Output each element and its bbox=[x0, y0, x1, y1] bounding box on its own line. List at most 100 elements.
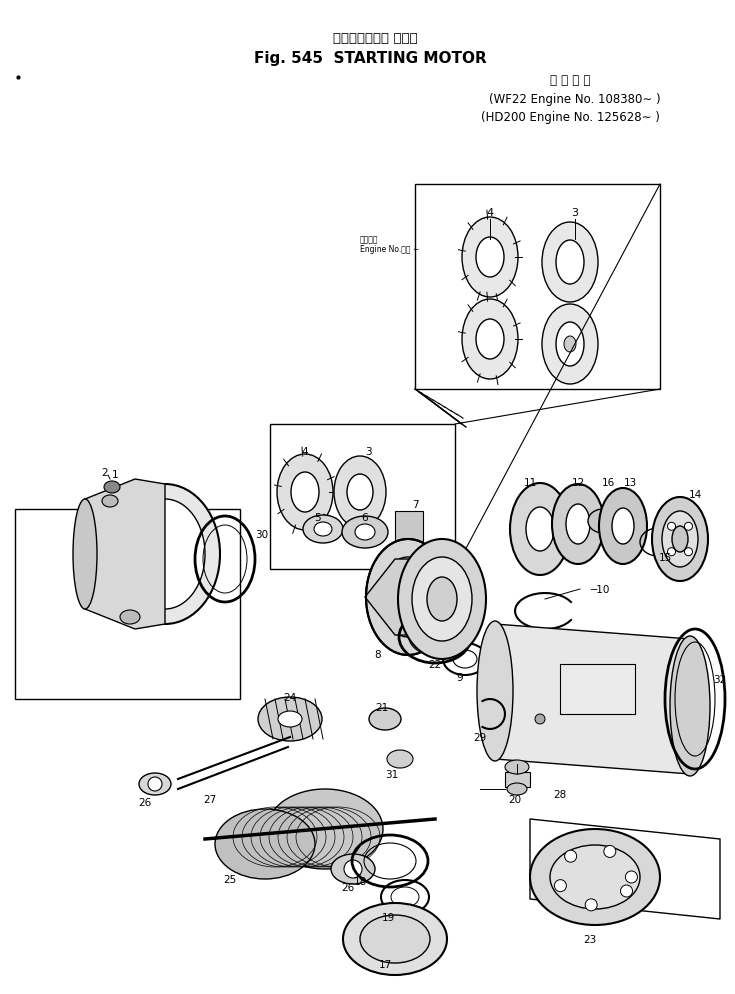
Text: 2: 2 bbox=[101, 467, 108, 477]
Ellipse shape bbox=[505, 760, 529, 774]
Ellipse shape bbox=[380, 558, 436, 637]
Ellipse shape bbox=[507, 783, 527, 795]
Ellipse shape bbox=[552, 484, 604, 565]
Polygon shape bbox=[365, 560, 455, 635]
Ellipse shape bbox=[331, 854, 375, 884]
Text: 27: 27 bbox=[204, 794, 217, 804]
Text: スターティング モータ: スターティング モータ bbox=[333, 32, 417, 45]
Circle shape bbox=[684, 548, 692, 557]
Ellipse shape bbox=[102, 495, 118, 508]
Text: 32: 32 bbox=[714, 674, 727, 684]
Circle shape bbox=[684, 523, 692, 531]
Ellipse shape bbox=[347, 474, 373, 511]
Text: 適用号番
Engine No.・・ ∼: 適用号番 Engine No.・・ ∼ bbox=[360, 235, 419, 254]
Ellipse shape bbox=[612, 509, 634, 545]
Text: 23: 23 bbox=[584, 934, 597, 944]
Ellipse shape bbox=[670, 636, 710, 776]
Ellipse shape bbox=[476, 320, 504, 360]
Ellipse shape bbox=[462, 300, 518, 380]
Ellipse shape bbox=[125, 500, 205, 609]
Bar bbox=[505, 772, 530, 787]
Ellipse shape bbox=[291, 472, 319, 513]
Ellipse shape bbox=[73, 500, 97, 609]
Text: 6: 6 bbox=[362, 513, 368, 523]
Text: 1: 1 bbox=[112, 469, 118, 479]
Ellipse shape bbox=[110, 484, 220, 624]
Ellipse shape bbox=[355, 525, 375, 541]
Text: 13: 13 bbox=[623, 477, 637, 487]
Ellipse shape bbox=[342, 517, 388, 549]
Text: 30: 30 bbox=[255, 530, 268, 540]
Ellipse shape bbox=[550, 845, 640, 910]
Ellipse shape bbox=[314, 523, 332, 537]
Ellipse shape bbox=[588, 510, 618, 534]
Ellipse shape bbox=[476, 238, 504, 277]
Text: 4: 4 bbox=[487, 208, 494, 218]
Text: 適 用 号 機: 適 用 号 機 bbox=[550, 74, 590, 86]
Ellipse shape bbox=[139, 773, 171, 795]
Circle shape bbox=[667, 548, 675, 557]
Ellipse shape bbox=[387, 750, 413, 768]
Ellipse shape bbox=[556, 241, 584, 284]
Ellipse shape bbox=[120, 610, 140, 624]
Text: 25: 25 bbox=[223, 874, 237, 884]
Text: 11: 11 bbox=[523, 477, 537, 487]
Ellipse shape bbox=[394, 578, 422, 617]
Text: 16: 16 bbox=[601, 477, 614, 487]
Text: 18: 18 bbox=[354, 876, 367, 886]
Circle shape bbox=[585, 899, 598, 911]
Text: 8: 8 bbox=[375, 649, 381, 659]
Text: 20: 20 bbox=[509, 794, 522, 804]
Circle shape bbox=[620, 885, 633, 898]
Ellipse shape bbox=[566, 505, 590, 545]
Circle shape bbox=[625, 871, 637, 883]
Text: 26: 26 bbox=[138, 797, 151, 807]
Text: 31: 31 bbox=[385, 769, 398, 779]
Text: 5: 5 bbox=[315, 513, 321, 523]
Ellipse shape bbox=[462, 218, 518, 297]
Ellipse shape bbox=[258, 698, 322, 742]
Circle shape bbox=[667, 523, 675, 531]
Polygon shape bbox=[495, 624, 690, 774]
Ellipse shape bbox=[278, 712, 302, 728]
Circle shape bbox=[604, 846, 616, 858]
Text: 28: 28 bbox=[553, 789, 567, 799]
Ellipse shape bbox=[662, 512, 698, 568]
Ellipse shape bbox=[104, 481, 120, 493]
Bar bbox=[560, 664, 635, 715]
Text: 12: 12 bbox=[571, 477, 584, 487]
Ellipse shape bbox=[564, 337, 576, 353]
Text: 14: 14 bbox=[689, 489, 702, 500]
Ellipse shape bbox=[652, 498, 708, 581]
Circle shape bbox=[554, 880, 567, 892]
Text: 29: 29 bbox=[473, 733, 487, 743]
Text: 3: 3 bbox=[572, 208, 578, 218]
Ellipse shape bbox=[412, 558, 472, 641]
Ellipse shape bbox=[369, 709, 401, 731]
Ellipse shape bbox=[542, 223, 598, 303]
Ellipse shape bbox=[366, 540, 450, 655]
Text: (HD200 Engine No. 125628∼ ): (HD200 Engine No. 125628∼ ) bbox=[481, 110, 659, 123]
Text: 3: 3 bbox=[365, 446, 371, 456]
Polygon shape bbox=[85, 479, 165, 629]
Text: 22: 22 bbox=[429, 659, 442, 669]
Ellipse shape bbox=[599, 488, 647, 565]
Ellipse shape bbox=[215, 809, 315, 879]
Ellipse shape bbox=[526, 508, 554, 552]
Text: 24: 24 bbox=[284, 692, 297, 703]
Circle shape bbox=[148, 777, 162, 791]
Text: 15: 15 bbox=[659, 553, 672, 563]
Text: 4: 4 bbox=[301, 446, 308, 456]
Ellipse shape bbox=[398, 540, 486, 659]
Ellipse shape bbox=[360, 915, 430, 963]
Text: (WF22 Engine No. 108380∼ ): (WF22 Engine No. 108380∼ ) bbox=[490, 93, 661, 106]
Text: 26: 26 bbox=[341, 882, 354, 892]
Text: Fig. 545  STARTING MOTOR: Fig. 545 STARTING MOTOR bbox=[254, 51, 487, 66]
Text: 19: 19 bbox=[381, 912, 395, 922]
Circle shape bbox=[535, 715, 545, 725]
Circle shape bbox=[564, 850, 577, 863]
Text: ─10: ─10 bbox=[590, 584, 609, 594]
Text: 17: 17 bbox=[379, 959, 392, 969]
Ellipse shape bbox=[303, 516, 343, 544]
Ellipse shape bbox=[530, 829, 660, 925]
